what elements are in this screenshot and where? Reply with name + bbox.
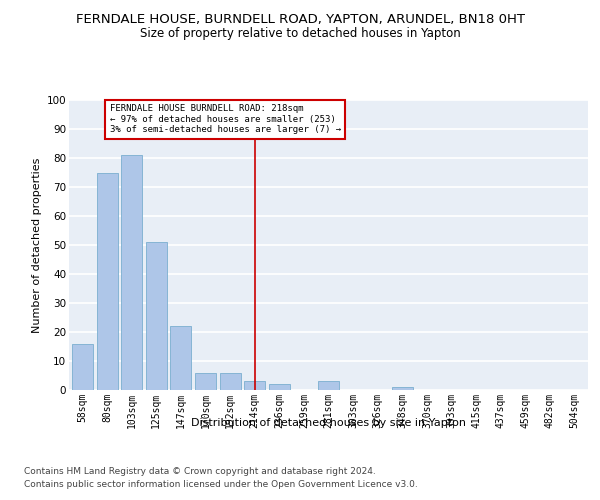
- Text: FERNDALE HOUSE BURNDELL ROAD: 218sqm
← 97% of detached houses are smaller (253)
: FERNDALE HOUSE BURNDELL ROAD: 218sqm ← 9…: [110, 104, 341, 134]
- Bar: [72, 344, 93, 390]
- Bar: [392, 387, 413, 390]
- Bar: [170, 326, 191, 390]
- Text: FERNDALE HOUSE, BURNDELL ROAD, YAPTON, ARUNDEL, BN18 0HT: FERNDALE HOUSE, BURNDELL ROAD, YAPTON, A…: [76, 12, 524, 26]
- Bar: [269, 384, 290, 390]
- Y-axis label: Number of detached properties: Number of detached properties: [32, 158, 43, 332]
- Text: Contains HM Land Registry data © Crown copyright and database right 2024.: Contains HM Land Registry data © Crown c…: [24, 467, 376, 476]
- Bar: [195, 372, 216, 390]
- Bar: [97, 172, 118, 390]
- Text: Size of property relative to detached houses in Yapton: Size of property relative to detached ho…: [140, 28, 460, 40]
- Bar: [220, 372, 241, 390]
- Text: Contains public sector information licensed under the Open Government Licence v3: Contains public sector information licen…: [24, 480, 418, 489]
- Bar: [244, 382, 265, 390]
- Bar: [121, 155, 142, 390]
- Bar: [318, 382, 339, 390]
- Text: Distribution of detached houses by size in Yapton: Distribution of detached houses by size …: [191, 418, 466, 428]
- Bar: [146, 242, 167, 390]
